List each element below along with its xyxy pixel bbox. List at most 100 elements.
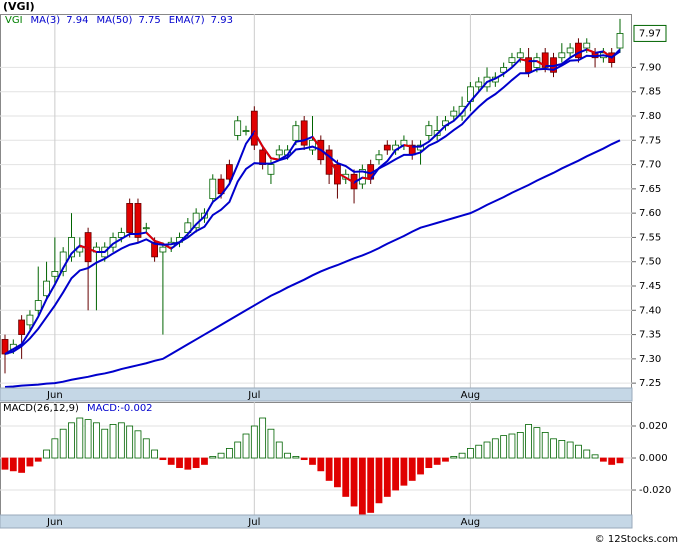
y-tick-label: 7.85 xyxy=(639,87,661,98)
macd-bar xyxy=(126,425,134,459)
macd-bar xyxy=(408,457,416,481)
macd-bar xyxy=(599,457,607,462)
x-axis-strip xyxy=(0,514,633,529)
y-tick-label: 7.35 xyxy=(639,330,661,341)
legend-value: 7.94 xyxy=(66,15,88,26)
chart-title: (VGI) xyxy=(3,0,35,13)
macd-bar xyxy=(458,452,466,459)
indicator-down-segment xyxy=(261,146,272,159)
y-tick-label: 0.000 xyxy=(639,453,668,464)
y-tick-label: 7.90 xyxy=(639,62,661,73)
macd-bar xyxy=(367,457,375,513)
macd-bar xyxy=(550,438,557,459)
candle-body xyxy=(300,120,308,146)
candle-body xyxy=(383,144,391,151)
candle-body xyxy=(26,314,34,326)
macd-bar xyxy=(267,428,275,459)
macd-bar xyxy=(608,457,616,465)
macd-bar xyxy=(392,457,400,491)
legend-name: MA(50) xyxy=(96,15,132,26)
indicator-down-segment xyxy=(253,131,264,148)
macd-bar xyxy=(433,457,441,465)
indicator-down-segment xyxy=(79,244,89,250)
indicator-down-segment xyxy=(536,60,546,67)
macd-bar xyxy=(342,457,350,497)
macd-prefix: MACD: xyxy=(87,403,120,414)
macd-bar xyxy=(201,457,208,465)
candle-body xyxy=(126,203,134,233)
x-tick-label: Aug xyxy=(461,517,481,528)
macd-bar xyxy=(508,433,516,459)
macd-bar xyxy=(383,457,391,497)
candle-body xyxy=(583,42,591,49)
indicator-down-segment xyxy=(403,144,413,148)
y-tick-label: 7.25 xyxy=(639,378,661,389)
candle-body xyxy=(508,57,516,63)
indicator-down-segment xyxy=(270,157,280,161)
indicator-down-segment xyxy=(145,231,156,242)
macd-bar xyxy=(234,441,242,459)
candle-body xyxy=(575,42,582,59)
macd-bar xyxy=(134,430,142,459)
macd-value: -0.002 xyxy=(120,403,152,414)
indicator-down-segment xyxy=(328,157,339,174)
legend: VGI MA(3) 7.94 MA(50) 7.75 EMA(7) 7.93 xyxy=(5,15,233,26)
legend-name: MA(3) xyxy=(31,15,61,26)
indicator-down-segment xyxy=(362,176,371,181)
candle-body xyxy=(450,110,458,117)
candle-body xyxy=(566,47,574,54)
macd-bar xyxy=(450,456,458,459)
macd-bar xyxy=(317,457,325,472)
macd-bar xyxy=(51,438,59,459)
candle-body xyxy=(34,300,42,311)
macd-bar xyxy=(117,422,125,459)
x-tick-label: Jun xyxy=(46,390,63,401)
y-tick-label: 7.70 xyxy=(639,160,661,171)
macd-bar xyxy=(68,422,75,459)
macd-bar xyxy=(192,457,200,469)
macd-bar xyxy=(184,457,192,470)
candle-body xyxy=(68,237,75,258)
macd-bar xyxy=(375,457,383,504)
macd-bar xyxy=(533,427,541,459)
candle-body xyxy=(267,164,275,175)
macd-bar xyxy=(350,457,358,507)
y-tick-label: 7.50 xyxy=(639,257,661,268)
y-tick-label: 7.60 xyxy=(639,208,661,219)
macd-bar xyxy=(84,419,92,459)
candle-body xyxy=(159,246,167,253)
macd-bar xyxy=(259,417,267,459)
macd-bar xyxy=(300,457,308,461)
candle-body xyxy=(425,125,433,136)
macd-name: MACD(26,12,9) xyxy=(3,403,79,414)
candle-body xyxy=(475,81,483,88)
y-tick-label: 7.55 xyxy=(639,232,661,243)
macd-bar xyxy=(334,457,341,488)
macd-bar xyxy=(483,441,491,459)
x-tick-label: Jul xyxy=(247,390,260,401)
indicator-down-segment xyxy=(520,58,529,63)
macd-bar xyxy=(1,457,9,470)
candle-body xyxy=(375,154,383,161)
macd-bar xyxy=(275,441,283,459)
macd-bar xyxy=(558,440,566,459)
x-axis-strip xyxy=(0,387,633,402)
macd-bar xyxy=(475,444,483,459)
macd-bar xyxy=(18,457,26,473)
candle-body xyxy=(500,67,508,73)
legend-value: 7.93 xyxy=(211,15,233,26)
candle-body xyxy=(541,52,549,68)
x-tick-label: Aug xyxy=(461,390,481,401)
macd-bar xyxy=(93,422,100,459)
y-tick-label: 7.65 xyxy=(639,184,661,195)
macd-bar xyxy=(101,428,109,459)
candle-body xyxy=(225,164,233,180)
macd-bar xyxy=(400,457,408,486)
macd-bar xyxy=(242,433,250,459)
candle-body xyxy=(242,130,250,132)
macd-bar xyxy=(209,456,217,459)
macd-bar xyxy=(176,457,183,469)
indicator-down-segment xyxy=(336,171,347,179)
candle-body xyxy=(142,227,150,230)
price-tag-label: 7.97 xyxy=(639,28,661,39)
